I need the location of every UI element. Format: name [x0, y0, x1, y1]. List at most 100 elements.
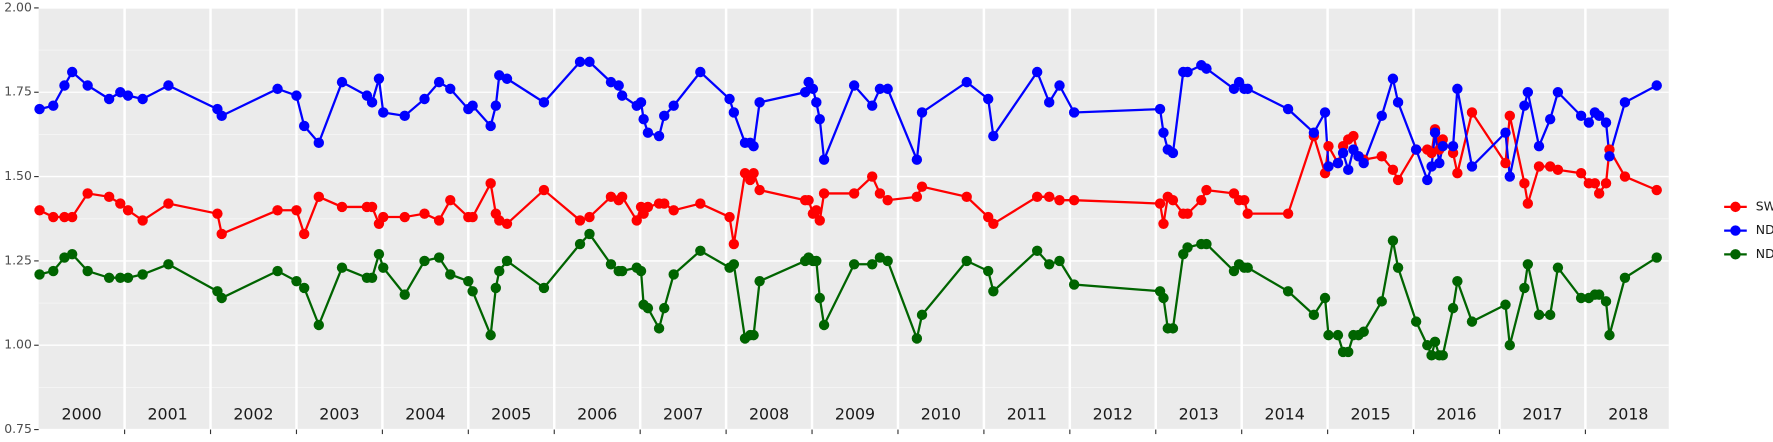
point — [911, 191, 923, 203]
point — [1068, 279, 1080, 290]
point — [216, 292, 227, 304]
point — [1068, 194, 1080, 206]
point — [818, 319, 830, 331]
point — [1500, 299, 1511, 310]
point — [1434, 157, 1445, 169]
point — [34, 205, 45, 216]
point — [538, 282, 550, 294]
point — [1452, 168, 1463, 179]
point — [1387, 73, 1399, 84]
point — [613, 80, 624, 91]
point — [574, 238, 586, 250]
point — [1323, 161, 1334, 172]
point — [501, 255, 513, 267]
point — [1068, 107, 1080, 118]
point — [82, 80, 93, 91]
x-tick-label: 2007 — [663, 404, 703, 423]
point — [467, 286, 478, 297]
x-tick-label: 2015 — [1350, 404, 1390, 423]
point — [695, 198, 706, 209]
point — [653, 130, 665, 142]
x-tick-label: 2009 — [835, 404, 875, 423]
point — [1154, 198, 1166, 209]
point — [848, 188, 860, 199]
point — [298, 228, 310, 240]
point — [1242, 208, 1253, 219]
point — [445, 83, 456, 95]
point — [748, 329, 759, 341]
point — [1031, 191, 1043, 203]
point — [399, 211, 410, 223]
point — [419, 255, 430, 267]
point — [490, 282, 502, 294]
point — [48, 100, 59, 111]
x-tick-label: 2000 — [62, 404, 102, 423]
legend-key-point — [1730, 249, 1741, 260]
point — [748, 141, 759, 152]
y-tick-label: 0.75 — [4, 421, 32, 436]
point — [874, 83, 886, 95]
point — [1426, 350, 1437, 361]
point — [961, 255, 972, 267]
point — [445, 194, 456, 206]
point — [848, 259, 860, 270]
point — [34, 269, 45, 280]
point — [605, 259, 617, 270]
point — [866, 171, 878, 182]
point — [988, 286, 999, 297]
point — [1323, 141, 1334, 152]
point — [574, 56, 586, 68]
point — [1182, 208, 1193, 219]
point — [59, 80, 70, 91]
point — [1522, 198, 1534, 209]
point — [574, 215, 586, 226]
point — [1319, 292, 1331, 304]
point — [1154, 103, 1166, 115]
y-tick-label: 1.75 — [4, 84, 32, 99]
point — [82, 265, 93, 277]
point — [1575, 110, 1587, 122]
point — [1604, 151, 1615, 162]
point — [291, 90, 302, 101]
point — [1337, 147, 1349, 159]
point — [1343, 346, 1354, 358]
point — [1044, 191, 1055, 203]
point — [1504, 171, 1515, 182]
point — [584, 56, 595, 68]
point — [366, 201, 378, 213]
point — [1167, 323, 1179, 334]
point — [1392, 262, 1404, 273]
point — [419, 93, 430, 105]
x-tick-label: 2004 — [405, 404, 445, 423]
point — [1158, 218, 1169, 229]
point — [103, 272, 115, 283]
point — [1533, 161, 1545, 172]
point — [584, 211, 595, 223]
point — [463, 275, 474, 287]
point — [811, 255, 822, 267]
point — [1519, 178, 1530, 189]
point — [1522, 259, 1534, 270]
x-tick-label: 2011 — [1007, 404, 1047, 423]
point — [163, 259, 174, 270]
point — [1410, 144, 1422, 155]
point — [366, 97, 378, 108]
point — [803, 194, 814, 206]
y-tick-label: 1.50 — [4, 168, 32, 183]
point — [378, 107, 389, 118]
point — [433, 215, 445, 226]
point — [1308, 309, 1320, 321]
point — [272, 265, 283, 277]
x-tick-label: 2001 — [147, 404, 187, 423]
point — [1196, 194, 1207, 206]
point — [419, 208, 430, 219]
point — [1519, 100, 1530, 111]
point — [1044, 97, 1055, 108]
point — [1500, 127, 1511, 138]
point — [467, 211, 478, 223]
point — [1619, 171, 1631, 182]
point — [616, 90, 628, 101]
legend-label: NDVI — [1756, 222, 1773, 237]
point — [34, 103, 45, 115]
point — [1619, 272, 1631, 283]
